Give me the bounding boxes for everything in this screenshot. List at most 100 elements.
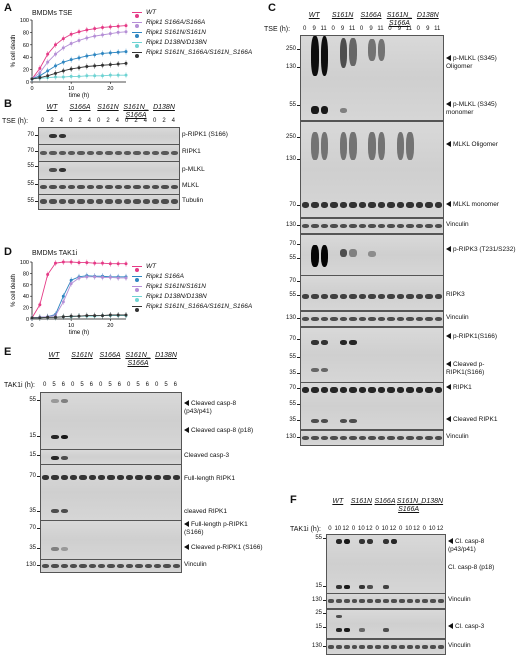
lane-time: 0 [96, 118, 101, 124]
blot-band [367, 539, 374, 544]
blot-band [430, 645, 437, 649]
blot-label: Full-length RIPK1 [184, 475, 264, 483]
legend-marker [135, 298, 139, 302]
blot-band [377, 39, 386, 61]
blot-band [124, 151, 132, 155]
blot-band [349, 294, 357, 299]
mw-marker: 250 [285, 46, 296, 52]
blot-label-secondary: Cleaved casp-8 (p18) [184, 427, 264, 435]
blot-band [335, 628, 342, 632]
blot-6 [300, 327, 444, 383]
data-point [69, 74, 73, 78]
lane-time: 2 [50, 118, 54, 124]
blot-1 [38, 144, 180, 162]
blot-label-text: Cl. casp-3 [455, 623, 485, 630]
blot-label: RIPK1 [446, 384, 516, 392]
blot-band [343, 539, 350, 544]
blot-band [68, 199, 76, 204]
data-point [124, 262, 128, 266]
lane-time: 4 [143, 118, 147, 124]
blot-band [383, 628, 389, 632]
lane-time: 0 [154, 382, 159, 388]
blot-band [425, 294, 433, 299]
blot-label: p-MLKL (S345) Oligomer [446, 55, 516, 70]
blot-band [311, 387, 319, 393]
blot-label-text: p-RIPK1(S166) [453, 333, 498, 340]
blot-4 [300, 275, 444, 311]
blot-band [387, 317, 395, 321]
blot-label-text: p-MLKL [182, 165, 205, 173]
blot-band [114, 151, 122, 155]
y-tick-label: 40 [23, 55, 29, 61]
mw-tick [323, 627, 326, 628]
time-row-label: TSE (h): [2, 118, 29, 125]
blot-band [51, 564, 59, 568]
blot-band [349, 132, 357, 160]
y-tick-label: 20 [23, 306, 29, 312]
blot-band [359, 585, 366, 589]
data-point [108, 275, 112, 279]
blot-band [96, 151, 104, 155]
data-point [116, 73, 120, 77]
blot-0 [300, 35, 444, 121]
blot-band [88, 475, 96, 480]
mw-marker: 250 [285, 134, 296, 140]
y-tick-label: 100 [20, 18, 29, 24]
blot-band [302, 436, 310, 440]
blot-band [311, 36, 319, 76]
panel-letter-b: B [4, 98, 12, 110]
mw-marker: 55 [289, 292, 296, 298]
legend-swatch [132, 22, 142, 28]
blot-band [311, 340, 319, 345]
legend-entry: Ripk1 D138N/D138N [132, 292, 252, 302]
blot-band [311, 245, 319, 267]
lane-time: 10 [381, 526, 389, 532]
legend-marker [135, 14, 139, 18]
data-point [54, 64, 57, 68]
legend-marker [135, 54, 139, 58]
mw-tick [297, 318, 300, 319]
mw-tick [323, 586, 326, 587]
blot-band [434, 224, 442, 228]
blot-label-text: Cleaved casp-3 [184, 452, 230, 459]
arrow-icon [448, 538, 453, 545]
group-label: S161N [97, 104, 119, 111]
blot-band [414, 645, 421, 649]
blot-band [320, 436, 329, 440]
blot-band [377, 224, 386, 228]
blot-band [60, 475, 68, 480]
blot-band [142, 185, 150, 189]
blot-band [320, 132, 329, 160]
blot-band [330, 436, 338, 440]
mw-tick [323, 538, 326, 539]
blot-band [396, 317, 405, 321]
lane-time: 0 [70, 382, 75, 388]
data-point [93, 27, 97, 31]
data-point [46, 273, 50, 277]
blot-band [415, 317, 424, 321]
data-point [108, 313, 112, 317]
blot-band [311, 106, 319, 114]
legend-label: Ripk1 S161N/S161N [146, 29, 206, 36]
blot-band [135, 475, 143, 480]
panel-letter-a: A [4, 2, 12, 14]
legend-swatch [132, 52, 142, 58]
blot-label: MLKL [182, 182, 199, 190]
y-tick-label: 0 [26, 317, 29, 323]
blot-3 [326, 639, 446, 655]
x-axis-label: time (h) [69, 330, 89, 336]
data-point [69, 42, 73, 46]
mw-marker: 130 [311, 643, 322, 649]
blot-band [343, 599, 350, 603]
blot-band [320, 245, 329, 267]
blot-label: Cl. casp-3 [448, 623, 508, 631]
blot-label-secondary: Cleaved p-RIPK1 (S166) [184, 544, 264, 552]
blot-label-text: Cleaved p-RIPK1(S166) [446, 361, 485, 376]
blot-band [161, 151, 169, 155]
data-point [30, 316, 34, 320]
blot-4 [40, 559, 182, 573]
lane-time: 11 [377, 26, 384, 32]
time-row-label: TAK1i (h): [290, 526, 321, 533]
data-point [93, 314, 97, 318]
blot-band [320, 106, 329, 114]
